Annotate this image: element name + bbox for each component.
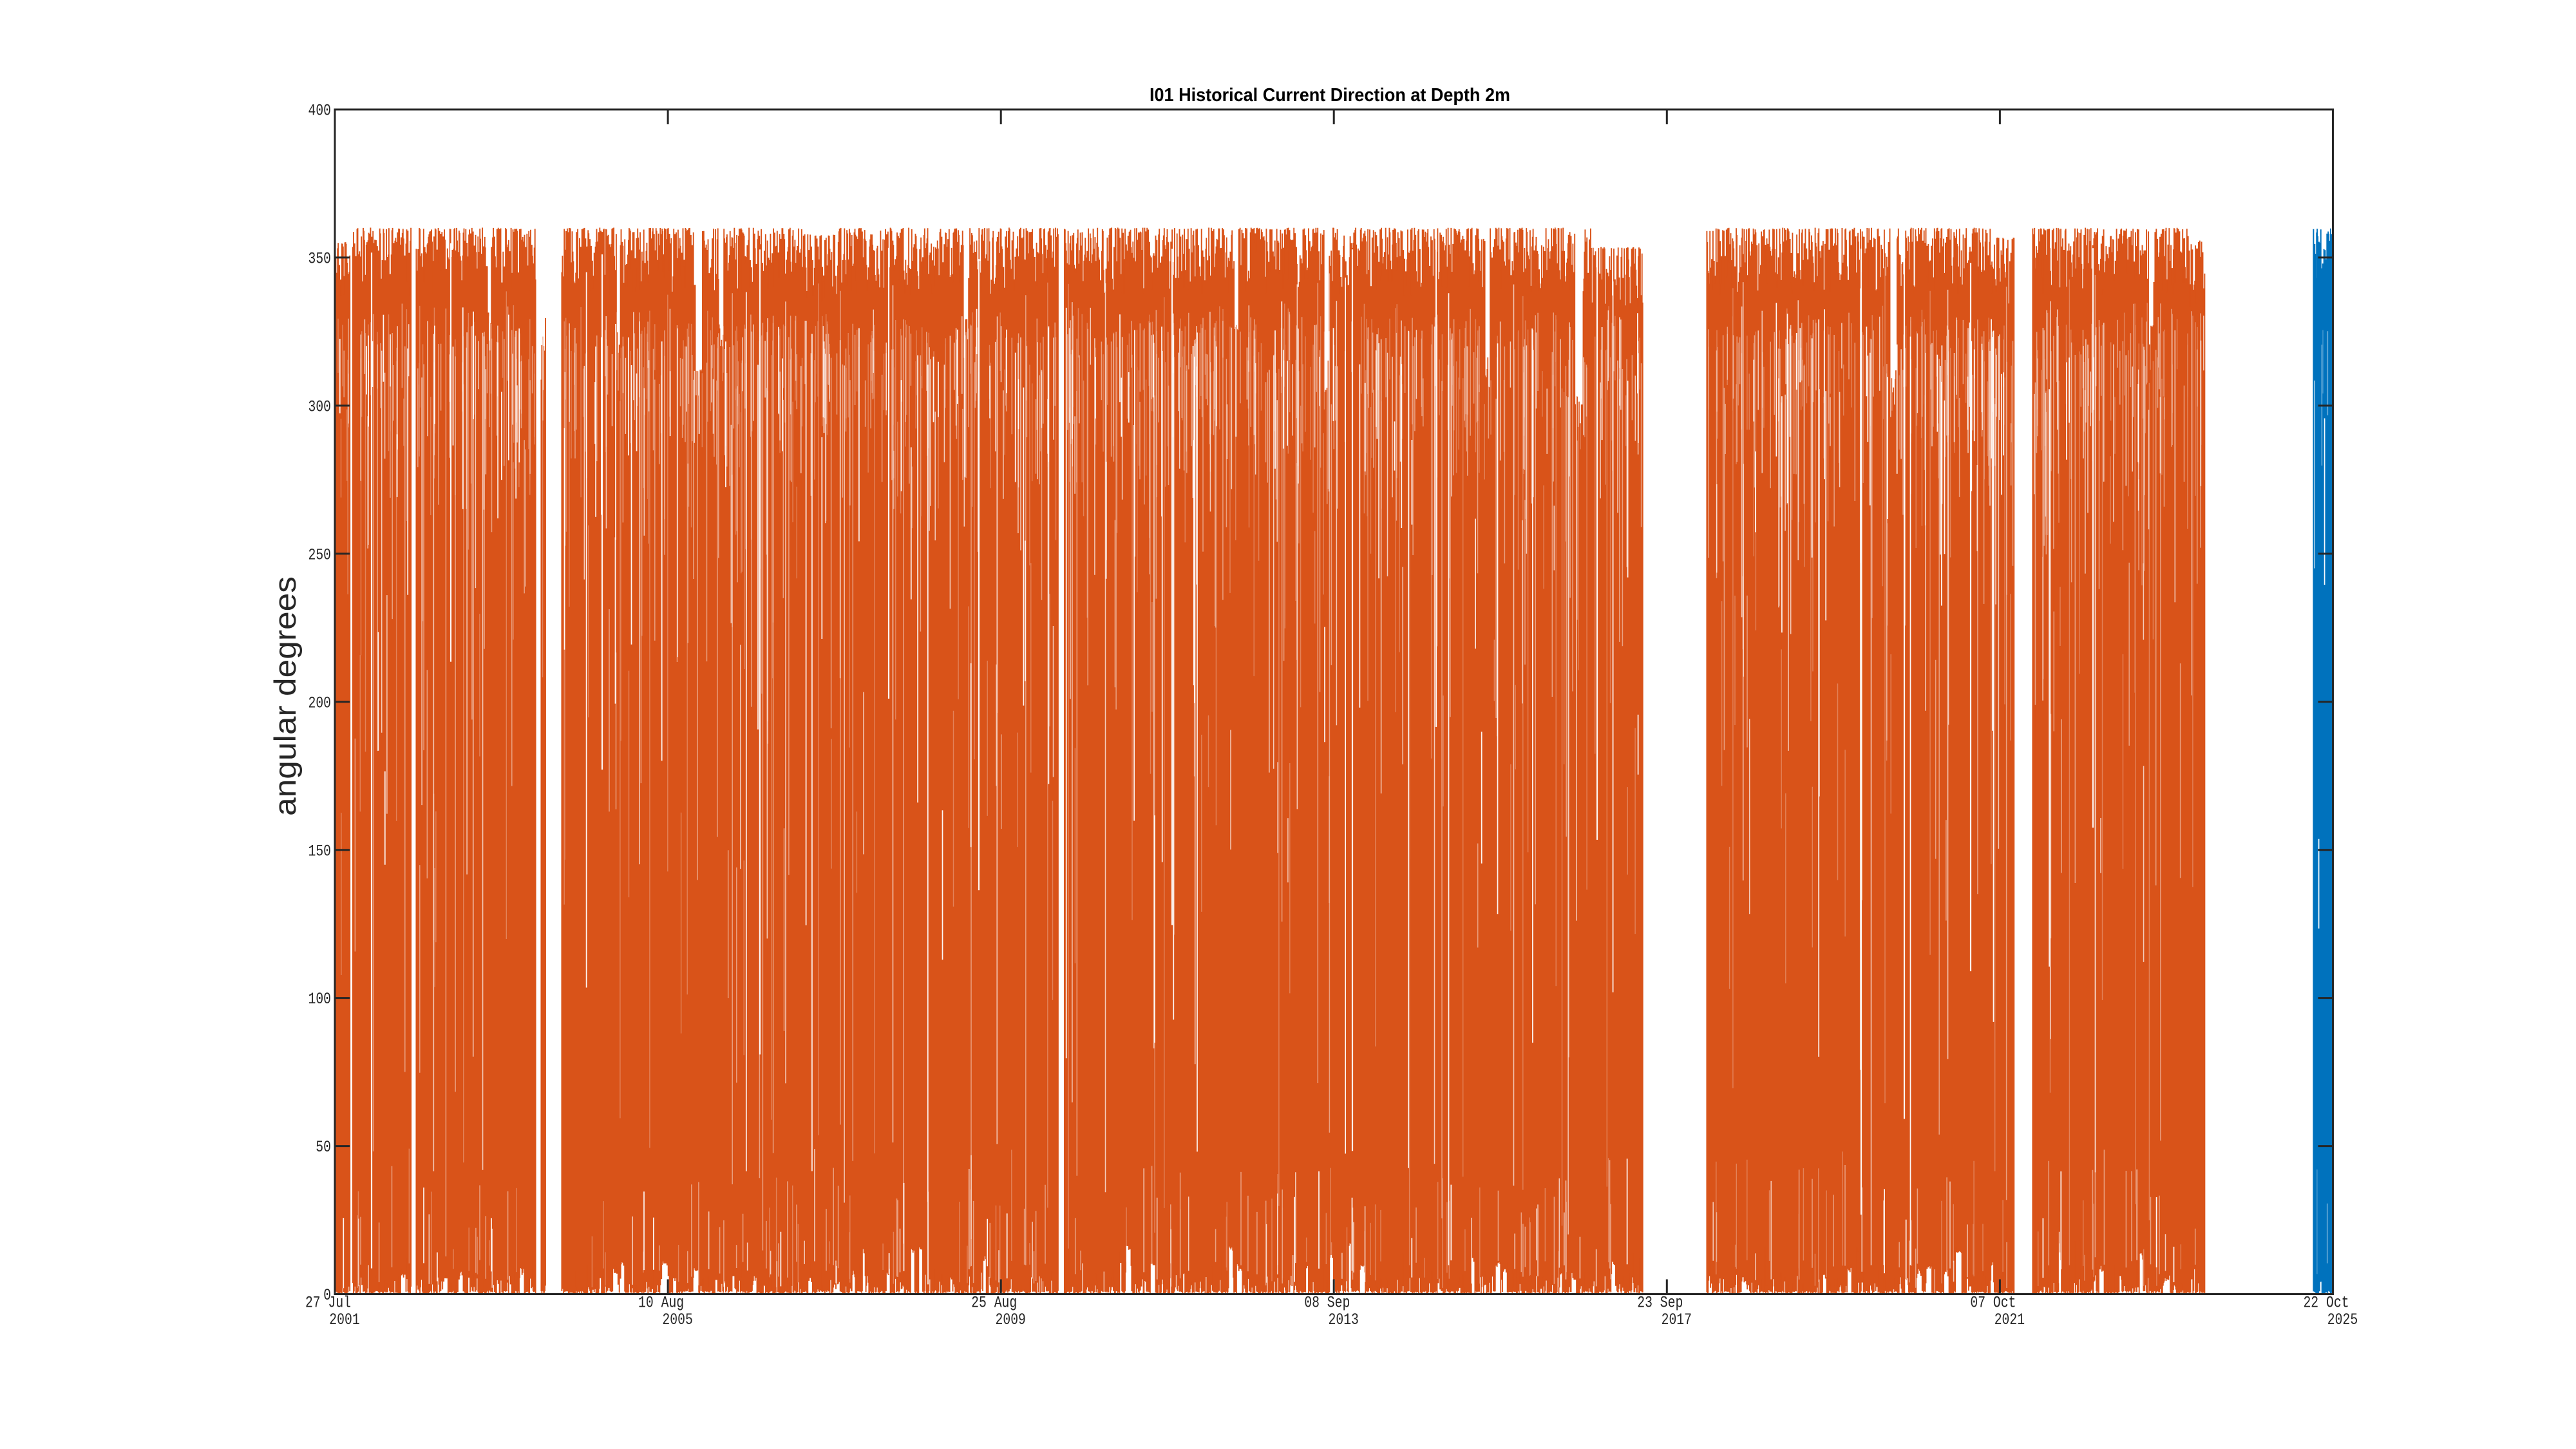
svg-text:22 Oct: 22 Oct <box>2303 1294 2349 1312</box>
svg-text:10 Aug: 10 Aug <box>638 1294 684 1312</box>
svg-text:08 Sep: 08 Sep <box>1304 1294 1350 1312</box>
svg-text:2009: 2009 <box>996 1311 1026 1329</box>
svg-text:I01 Historical Current Directi: I01 Historical Current Direction at Dept… <box>1150 85 1510 106</box>
svg-text:07 Oct: 07 Oct <box>1970 1294 2016 1312</box>
svg-text:2013: 2013 <box>1329 1311 1359 1329</box>
svg-text:2005: 2005 <box>662 1311 692 1329</box>
svg-text:50: 50 <box>316 1138 331 1157</box>
svg-text:400: 400 <box>308 102 332 120</box>
svg-text:300: 300 <box>308 398 332 417</box>
svg-text:150: 150 <box>308 842 332 860</box>
svg-text:angular degrees: angular degrees <box>268 576 302 816</box>
svg-text:27 Jul: 27 Jul <box>305 1294 351 1312</box>
svg-text:100: 100 <box>308 990 332 1009</box>
svg-text:0: 0 <box>323 1286 331 1305</box>
svg-text:350: 350 <box>308 250 332 269</box>
svg-text:250: 250 <box>308 545 332 564</box>
svg-text:23 Sep: 23 Sep <box>1637 1294 1683 1312</box>
svg-text:25 Aug: 25 Aug <box>971 1294 1017 1312</box>
svg-text:2001: 2001 <box>329 1311 359 1329</box>
svg-text:200: 200 <box>308 694 332 712</box>
svg-text:2021: 2021 <box>1994 1311 2025 1329</box>
svg-text:2017: 2017 <box>1662 1311 1692 1329</box>
svg-text:2025: 2025 <box>2327 1311 2358 1329</box>
